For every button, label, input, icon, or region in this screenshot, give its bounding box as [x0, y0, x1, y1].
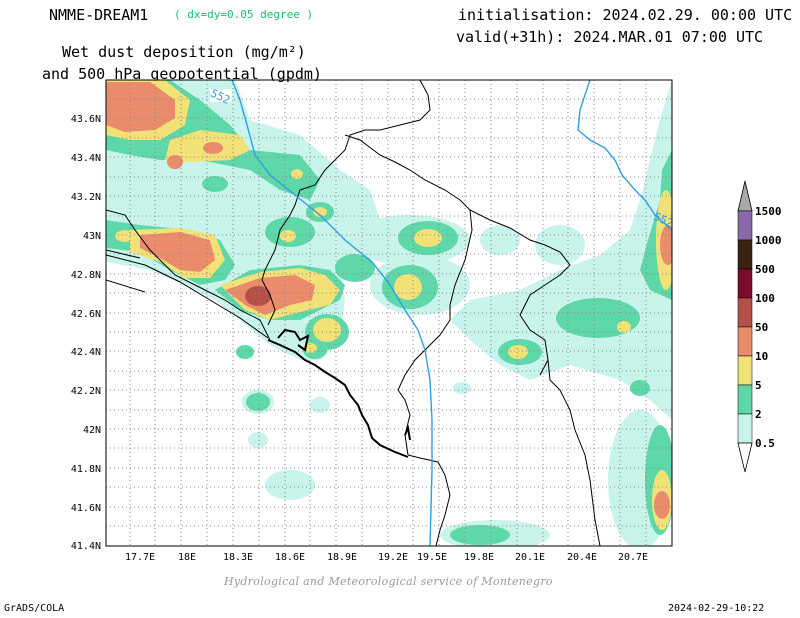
- valid-time: valid(+31h): 2024.MAR.01 07:00 UTC: [456, 28, 764, 46]
- color-legend: 1500 1000 500 100 50 10 5 2 0.5: [737, 180, 782, 473]
- legend-swatch-1500: [737, 180, 753, 212]
- lat-tick: 42.8N: [71, 270, 101, 281]
- coastline: [267, 328, 411, 458]
- lon-tick: 19.5E: [417, 552, 447, 563]
- lat-tick: 42.2N: [71, 386, 101, 397]
- lat-tick: 41.8N: [71, 464, 101, 475]
- lon-tick: 18.9E: [327, 552, 357, 563]
- initialisation-time: initialisation: 2024.02.29. 00:00 UTC: [458, 6, 793, 24]
- lon-tick: 18.3E: [223, 552, 253, 563]
- lat-tick: 43.6N: [71, 114, 101, 125]
- map-title-line1: Wet dust deposition (mg/m²): [62, 43, 306, 61]
- legend-swatch-500: [737, 239, 753, 270]
- lat-tick: 43N: [83, 231, 101, 242]
- legend-label: 0.5: [755, 437, 775, 450]
- lon-tick: 19.2E: [378, 552, 408, 563]
- legend-label: 2: [755, 408, 762, 421]
- legend-swatch-100: [737, 268, 753, 299]
- latitude-tick-labels: 43.6N 43.4N 43.2N 43N 42.8N 42.6N 42.4N …: [71, 114, 101, 552]
- legend-swatch-10: [737, 326, 753, 357]
- lat-tick: 42.4N: [71, 347, 101, 358]
- lat-tick: 43.2N: [71, 192, 101, 203]
- lon-tick: 20.7E: [618, 552, 648, 563]
- legend-swatch-below: [737, 442, 753, 473]
- lat-tick: 42N: [83, 425, 101, 436]
- legend-swatch-2: [737, 384, 753, 415]
- software-credit: GrADS/COLA: [4, 603, 65, 614]
- map-title-line2: and 500 hPa geopotential (gpdm): [42, 65, 322, 83]
- lat-tick: 42.6N: [71, 309, 101, 320]
- longitude-tick-labels: 17.7E 18E 18.3E 18.6E 18.9E 19.2E 19.5E …: [125, 552, 648, 563]
- legend-swatch-1000: [737, 210, 753, 241]
- lat-tick: 41.4N: [71, 541, 101, 552]
- legend-label: 500: [755, 263, 775, 276]
- contour-label-box-1: [210, 89, 232, 102]
- agency-credit: Hydrological and Meteorological service …: [224, 575, 553, 588]
- legend-label: 50: [755, 321, 768, 334]
- lon-tick: 18.6E: [275, 552, 305, 563]
- lon-tick: 20.4E: [567, 552, 597, 563]
- lon-tick: 20.1E: [515, 552, 545, 563]
- lat-lon-grid: [106, 80, 672, 546]
- legend-label: 100: [755, 292, 775, 305]
- lon-tick: 19.8E: [464, 552, 494, 563]
- lat-tick: 41.6N: [71, 503, 101, 514]
- map-frame: [105, 79, 673, 547]
- legend-label: 5: [755, 379, 762, 392]
- lat-tick: 43.4N: [71, 153, 101, 164]
- legend-swatch-0-5: [737, 413, 753, 444]
- geopotential-contour: [231, 79, 673, 547]
- render-timestamp: 2024-02-29-10:22: [668, 603, 765, 614]
- dust-deposition-field: [106, 80, 672, 546]
- legend-swatch-5: [737, 355, 753, 386]
- country-borders: [106, 80, 601, 546]
- legend-swatch-50: [737, 297, 753, 328]
- legend-label: 10: [755, 350, 768, 363]
- model-name: NMME-DREAM1: [49, 6, 149, 24]
- deposition-level-50: [245, 286, 271, 306]
- model-resolution: ( dx=dy=0.05 degree ): [174, 8, 314, 21]
- lon-tick: 18E: [178, 552, 196, 563]
- legend-label: 1000: [755, 234, 782, 247]
- legend-label: 1500: [755, 205, 782, 218]
- lon-tick: 17.7E: [125, 552, 155, 563]
